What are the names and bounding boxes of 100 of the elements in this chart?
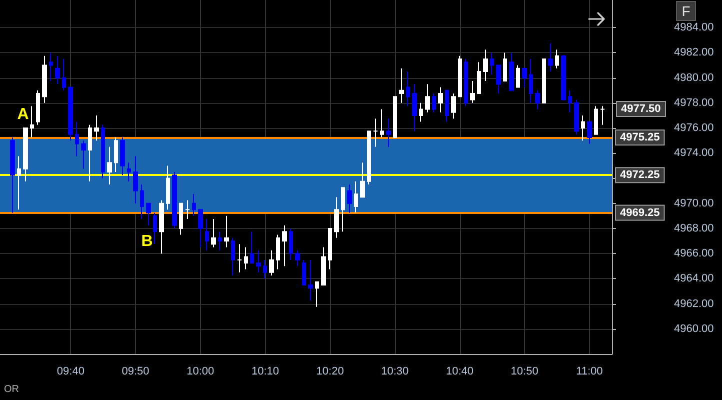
candlestick [198,209,203,248]
candlestick [153,212,157,245]
text: 4977.50 [616,101,666,117]
candlestick [568,90,572,113]
candlestick [23,128,28,182]
y-tick-label: 4978.00 [674,96,714,109]
candlestick [263,259,267,280]
candlestick [522,68,527,88]
y-tick-label: 4980.00 [674,72,714,84]
candlestick [328,228,332,270]
candlestick [321,246,326,286]
candlestick [600,106,605,126]
text: OR [4,384,19,396]
y-tick-label: 4974.00 [674,147,714,160]
y-tick-label: 4960.00 [674,322,714,335]
ref-line-label: 4969.25 [620,206,660,219]
candlestick [425,84,430,113]
candlestick [380,108,384,138]
candlestick [133,156,138,204]
y-tick-label: 4970.00 [674,197,714,210]
candlestick [594,106,598,135]
candlestick [120,136,125,176]
candlestick [17,156,21,210]
candlestick [464,58,468,107]
candlestick [10,136,15,214]
candlestick [81,140,86,170]
candlestick [483,49,488,82]
x-tick-label: 09:50 [122,366,150,378]
candlestick [561,55,566,100]
x-tick-label: 10:30 [381,366,409,378]
candlestick [237,244,242,273]
candlestick [62,58,66,91]
x-tick-label: 10:10 [251,366,279,378]
candlestick [172,171,177,229]
candlestick [315,281,319,308]
candlestick [503,52,507,82]
candlestick [185,200,190,220]
candlestick [419,102,423,122]
y-tick-label: 4982.00 [674,46,714,59]
candlestick [308,259,313,302]
candlestick [399,68,404,104]
candlestick [509,52,514,91]
candlestick [269,250,274,276]
candlestick [445,90,449,122]
candlestick [244,246,248,270]
candlestick [205,218,209,251]
candlestick [179,202,183,236]
candlestick [101,124,105,179]
candlestick [146,202,151,226]
candlestick [367,130,371,186]
candlestick [276,234,280,270]
candlestick [393,96,397,138]
candlestick [496,64,501,94]
candlestick [166,165,170,210]
x-tick-label: 10:20 [316,366,344,378]
candlestick [231,237,235,276]
ref-line-label: 4975.25 [620,131,660,144]
y-tick-label: 4968.00 [674,222,714,234]
candlestick [451,93,456,120]
candlestick [68,86,73,142]
candlestick [341,187,345,232]
y-tick-label: 4964.00 [674,272,714,285]
candlestick [535,90,540,110]
candlestick [555,49,559,69]
y-tick-label: 4962.00 [674,298,714,310]
candlestick [548,42,553,72]
candlestick [140,184,144,220]
candlestick [224,215,229,248]
candlestick [30,106,34,138]
candlestick [114,136,118,172]
x-tick-label: 10:00 [186,366,214,378]
candlestick [516,64,520,88]
x-tick-label: 09:40 [56,366,84,378]
candlestick [587,121,592,144]
candlestick [574,99,579,135]
ref-line-label: 4972.25 [620,169,660,182]
candlestick [360,162,365,198]
candlestick [386,118,391,148]
x-tick-label: 10:40 [446,366,474,378]
annotation: B [141,233,153,251]
candlestick [55,55,60,85]
letter-button: F [676,1,696,21]
candlestick [282,224,287,267]
candlestick [49,52,53,82]
candlestick [107,146,112,186]
candlestick [159,200,164,254]
annotation: A [17,106,29,124]
candlestick [88,124,92,182]
candlestick [542,58,546,104]
candlestick [354,180,358,214]
candlestick [127,162,131,182]
candlestick [458,55,462,98]
candlestick [302,259,306,286]
candlestick [477,62,481,94]
candlestick [347,184,352,214]
candlestick [94,114,99,142]
candlestick [192,193,196,216]
candlestick [412,84,417,132]
candlestick [490,52,494,76]
candlestick [334,196,339,238]
